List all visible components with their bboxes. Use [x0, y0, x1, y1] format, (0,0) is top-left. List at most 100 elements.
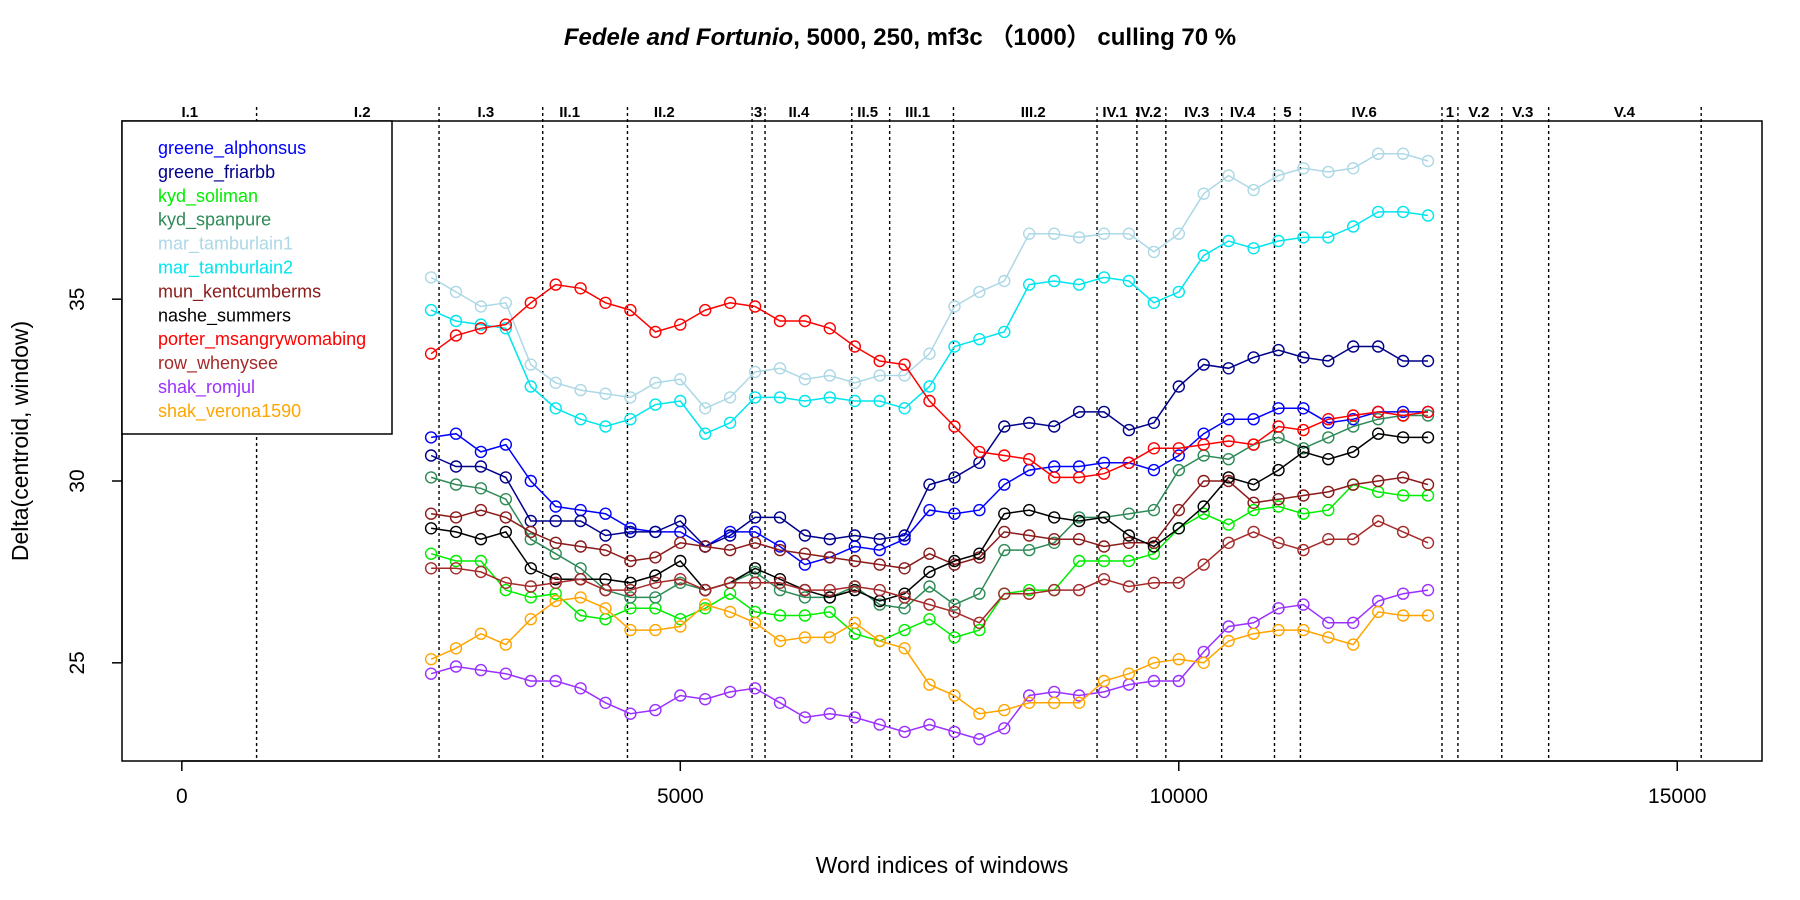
chart-title-rest: , 5000, 250, mf3c （1000） culling 70 % — [793, 24, 1236, 51]
series-shak_romjul — [424, 583, 1435, 746]
data-point — [1346, 162, 1360, 175]
data-point — [1172, 522, 1186, 535]
data-point — [1322, 616, 1335, 629]
data-point — [1322, 485, 1335, 499]
data-point — [1421, 478, 1435, 491]
data-point — [1421, 409, 1435, 422]
data-point — [823, 605, 836, 619]
data-point — [923, 547, 936, 560]
data-point — [1172, 674, 1186, 688]
data-point — [948, 300, 961, 313]
data-point — [748, 616, 762, 629]
data-point — [1297, 402, 1310, 415]
data-point — [748, 562, 762, 575]
data-point — [624, 591, 637, 604]
data-point — [1022, 529, 1036, 542]
data-point — [549, 674, 562, 688]
scene-label: I.3 — [478, 104, 495, 121]
data-point — [1047, 420, 1061, 433]
data-point — [574, 514, 587, 528]
data-point — [1197, 507, 1210, 520]
data-point — [1047, 696, 1061, 709]
data-point — [1097, 467, 1111, 480]
data-point — [873, 583, 886, 597]
data-point — [1172, 463, 1186, 477]
data-point — [1346, 409, 1360, 422]
chart-title-italic: Fedele and Fortunio — [564, 24, 793, 51]
data-point — [1272, 623, 1285, 637]
data-point — [823, 583, 836, 597]
data-point — [1022, 453, 1036, 466]
data-point — [499, 667, 512, 680]
data-point — [449, 511, 463, 524]
data-point — [1022, 543, 1036, 557]
data-point — [424, 562, 438, 575]
data-point — [1421, 209, 1435, 222]
data-point — [1222, 474, 1235, 488]
data-point — [524, 358, 537, 371]
data-point — [624, 413, 637, 426]
legend-entry: mun_kentcumberms — [158, 281, 321, 302]
legend-box — [121, 120, 393, 435]
data-point — [1072, 471, 1086, 484]
data-point — [1172, 653, 1186, 666]
scene-labels: I.1 I.2 I.3 II.1 II.2 3 II.4 II.5 III.1 III.2 IV.1… — [181, 104, 1635, 121]
data-point — [798, 609, 812, 622]
data-point — [674, 318, 687, 331]
data-point — [1346, 533, 1360, 546]
scene-label: V.4 — [1614, 104, 1636, 121]
data-point — [424, 303, 438, 317]
data-point — [873, 634, 886, 648]
data-point — [424, 347, 438, 360]
data-point — [499, 583, 512, 597]
data-point — [848, 340, 861, 353]
data-point — [1346, 220, 1360, 233]
data-point — [1396, 471, 1410, 484]
data-point — [424, 507, 438, 520]
data-point — [1097, 405, 1111, 419]
data-point — [699, 598, 712, 611]
data-point — [549, 402, 562, 415]
x-tick-label: 15000 — [1648, 785, 1706, 808]
data-point — [1097, 573, 1111, 586]
data-point — [873, 718, 886, 731]
data-point — [424, 522, 438, 535]
data-point — [898, 642, 911, 655]
data-point — [898, 402, 911, 415]
data-point — [549, 500, 562, 513]
data-point — [1222, 518, 1235, 531]
scene-label: 3 — [754, 104, 762, 121]
data-point — [699, 540, 712, 553]
scene-label: II.2 — [654, 104, 675, 121]
data-point — [1022, 587, 1036, 600]
data-point — [549, 278, 562, 291]
data-point — [674, 373, 687, 386]
data-point — [474, 300, 488, 313]
data-point — [474, 482, 488, 495]
data-point — [1147, 416, 1161, 429]
data-point — [1172, 285, 1186, 299]
data-point — [1172, 449, 1186, 462]
data-point — [624, 707, 637, 720]
scene-label: II.1 — [559, 104, 580, 121]
data-point — [898, 591, 911, 604]
data-point — [1396, 587, 1410, 600]
series-line — [430, 152, 1429, 410]
data-point — [873, 354, 886, 368]
series-greene_alphonsus — [424, 402, 1435, 571]
data-point — [923, 380, 936, 393]
data-point — [624, 583, 637, 597]
data-point — [1047, 274, 1061, 288]
data-point — [549, 594, 562, 608]
data-point — [1097, 540, 1111, 553]
data-point — [873, 394, 886, 408]
data-point — [1247, 351, 1260, 364]
data-point — [1022, 689, 1036, 702]
data-point — [998, 543, 1011, 557]
data-point — [1222, 620, 1235, 633]
series-greene_friarbb — [424, 340, 1435, 553]
data-point — [1346, 616, 1360, 629]
data-point — [923, 565, 936, 579]
data-point — [1421, 536, 1435, 549]
scene-boundaries — [255, 107, 1702, 761]
